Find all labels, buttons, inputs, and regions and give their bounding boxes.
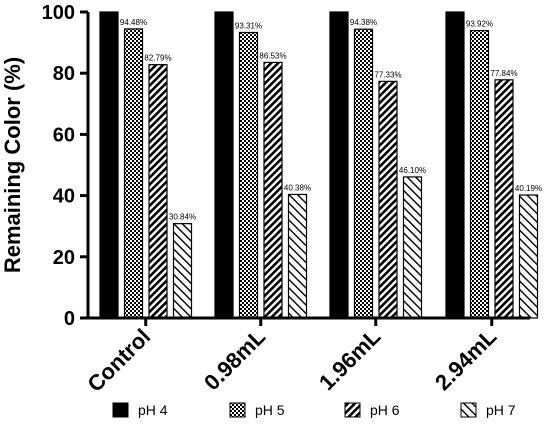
legend-swatch-ph7 (460, 402, 477, 418)
y-axis-label: Remaining Color (%) (0, 57, 25, 273)
legend-label: pH 7 (486, 402, 516, 418)
legend-swatch-ph5 (229, 402, 246, 418)
bar-ph6-0 (148, 64, 168, 319)
bar-ph7-3 (518, 194, 539, 319)
bar-ph5-0 (123, 28, 144, 319)
data-label: 93.92% (466, 20, 493, 29)
bar-ph6-3 (494, 79, 514, 319)
x-category-label: Control (82, 324, 155, 397)
data-label: 94.38% (350, 18, 377, 27)
bar-ph4-0 (99, 11, 119, 319)
data-label: 77.84% (490, 69, 517, 78)
bar-ph4-1 (214, 11, 234, 319)
x-axis: Control 0.98mL 1.96mL 2.94mL (82, 316, 530, 397)
y-tick-label: 20 (53, 247, 75, 269)
legend-label: pH 5 (255, 402, 285, 418)
y-tick-label: 100 (42, 2, 75, 24)
data-label: 93.31% (235, 21, 262, 30)
bar-ph6-2 (378, 80, 398, 319)
y-tick-label: 0 (64, 308, 75, 330)
bar-ph7-2 (402, 176, 423, 319)
bar-ph7-1 (287, 193, 308, 319)
plot-area: 94.48% 82.79% 30.84% 93.31% 86.53% 40.38% 94.3… (99, 11, 542, 319)
data-label: 82.79% (144, 54, 171, 63)
data-label: 40.38% (284, 183, 311, 192)
x-category-label: 2.94mL (430, 324, 501, 395)
legend-label: pH 4 (138, 402, 168, 418)
x-category-label: 0.98mL (199, 324, 270, 395)
legend-swatch-ph6 (344, 402, 361, 418)
y-axis: 0 20 40 60 80 100 (42, 2, 90, 330)
data-label: 86.53% (259, 51, 286, 60)
y-tick-label: 80 (53, 63, 75, 85)
bar-ph5-3 (469, 30, 490, 319)
bar-ph5-2 (353, 28, 374, 319)
legend: pH 4 pH 5 pH 6 pH 7 (112, 402, 516, 418)
bar-ph4-2 (329, 11, 349, 319)
legend-label: pH 6 (370, 402, 400, 418)
data-label: 94.48% (120, 18, 147, 27)
bar-ph6-1 (263, 61, 283, 319)
data-label: 40.19% (515, 184, 542, 193)
bar-ph5-1 (238, 31, 259, 319)
data-label: 46.10% (399, 166, 426, 175)
bar-ph4-3 (445, 11, 465, 319)
x-category-label: 1.96mL (314, 324, 385, 395)
bar-ph7-0 (172, 223, 193, 319)
data-label: 77.33% (374, 70, 401, 79)
y-tick-label: 40 (53, 186, 75, 208)
data-label: 30.84% (169, 213, 196, 222)
legend-swatch-ph4 (112, 402, 129, 418)
y-tick-label: 60 (53, 124, 75, 146)
